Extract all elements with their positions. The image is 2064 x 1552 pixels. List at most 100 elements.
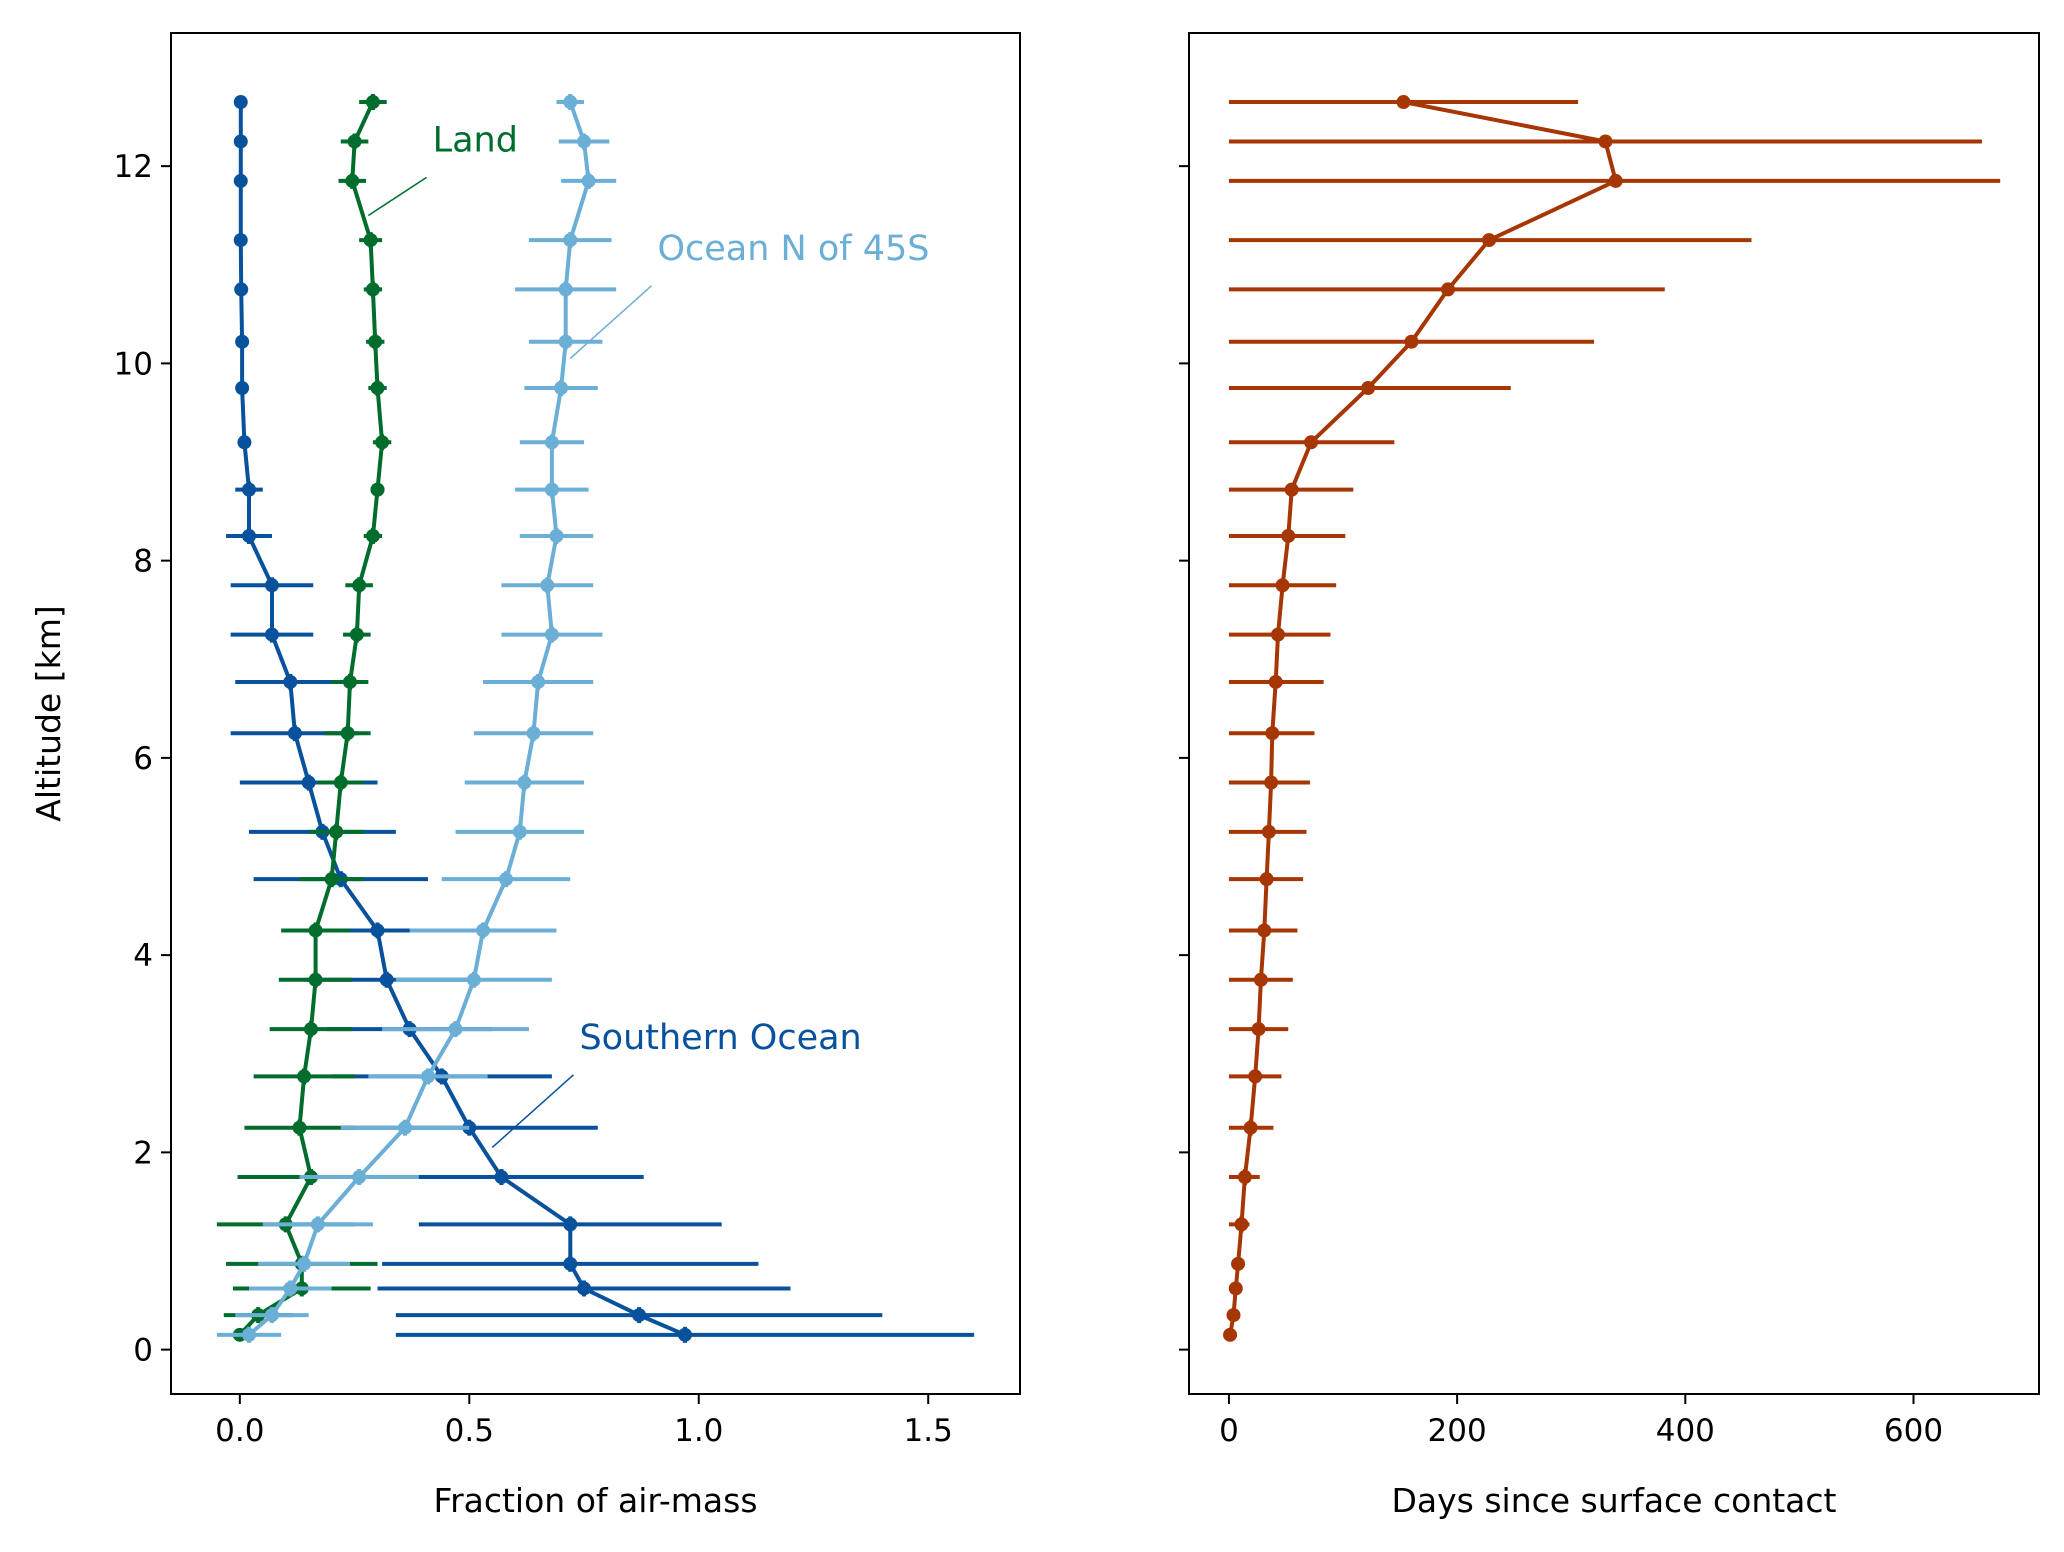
left-x-axis-label: Fraction of air-mass — [433, 1481, 757, 1520]
data-point — [420, 1069, 435, 1084]
y-tick-label: 6 — [133, 741, 153, 777]
x-tick-label: 0 — [1219, 1413, 1239, 1449]
data-point — [283, 674, 298, 689]
data-point — [365, 282, 380, 297]
data-point — [365, 528, 380, 543]
data-point — [370, 381, 385, 396]
data-point — [347, 134, 362, 149]
annotations-layer: Land Ocean N of 45S Southern Ocean — [367, 120, 929, 1149]
data-point — [1304, 435, 1319, 450]
data-point — [352, 578, 367, 593]
x-tick-label: 0.5 — [445, 1413, 494, 1449]
data-point — [242, 482, 257, 497]
data-point — [549, 528, 564, 543]
data-point — [375, 435, 390, 450]
data-point — [1259, 872, 1274, 887]
y-tick-label: 4 — [133, 938, 153, 974]
y-tick-label: 0 — [133, 1333, 153, 1369]
annotation-arrow — [367, 176, 427, 217]
data-point — [544, 482, 559, 497]
left-y-axis-ticks: 0 2 4 6 8 10 12 — [114, 149, 171, 1369]
data-point — [324, 872, 339, 887]
data-point — [466, 972, 481, 987]
data-point — [558, 282, 573, 297]
data-point — [349, 627, 364, 642]
data-point — [301, 775, 316, 790]
series-days-since-contact — [1223, 95, 2001, 1342]
data-point — [297, 1256, 312, 1271]
data-point — [677, 1327, 692, 1342]
data-point — [1284, 482, 1299, 497]
data-point — [233, 134, 248, 149]
series-line — [1228, 100, 1618, 1336]
data-point — [1243, 1120, 1258, 1135]
data-point — [398, 1120, 413, 1135]
right-plot-frame — [1188, 32, 2040, 1395]
data-point — [264, 1308, 279, 1323]
series-ocean-n-of-45s — [216, 94, 617, 1343]
data-point — [1440, 282, 1455, 297]
data-point — [1234, 1217, 1249, 1232]
data-point — [517, 775, 532, 790]
data-point — [1228, 1281, 1243, 1296]
data-point — [1482, 233, 1497, 248]
annotation-ocean-n-of-45s: Ocean N of 45S — [657, 229, 929, 269]
data-point — [554, 381, 569, 396]
data-point — [329, 824, 344, 839]
annotation-arrow — [491, 1074, 574, 1149]
data-point — [1608, 173, 1623, 188]
data-point — [308, 972, 323, 987]
data-point — [1396, 95, 1411, 110]
x-tick-label: 1.0 — [674, 1413, 723, 1449]
right-x-axis-label: Days since surface contact — [1391, 1481, 1836, 1520]
data-point — [234, 282, 249, 297]
data-point — [310, 1217, 325, 1232]
data-point — [1404, 334, 1419, 349]
left-y-axis-label: Altitude [km] — [29, 605, 68, 821]
data-point — [1223, 1327, 1238, 1342]
air-mass-series-layer — [216, 94, 975, 1343]
data-point — [233, 173, 248, 188]
data-point — [365, 95, 380, 110]
data-point — [379, 972, 394, 987]
data-point — [540, 578, 555, 593]
data-point — [531, 674, 546, 689]
data-point — [264, 578, 279, 593]
data-point — [297, 1069, 312, 1084]
data-point — [237, 435, 252, 450]
x-tick-label: 200 — [1428, 1413, 1487, 1449]
data-point — [283, 1281, 298, 1296]
right-x-axis-ticks: 0 200 400 600 — [1219, 1394, 1943, 1449]
data-point — [494, 1170, 509, 1185]
data-point — [303, 1022, 318, 1037]
data-point — [512, 824, 527, 839]
data-point — [1248, 1069, 1263, 1084]
data-point — [242, 1327, 257, 1342]
data-point — [345, 173, 360, 188]
data-point — [1253, 972, 1268, 987]
data-point — [1257, 923, 1272, 938]
data-point — [363, 233, 378, 248]
data-point — [233, 233, 248, 248]
x-tick-label: 1.5 — [904, 1413, 953, 1449]
data-point — [544, 627, 559, 642]
x-tick-label: 0.0 — [215, 1413, 264, 1449]
data-point — [1281, 528, 1296, 543]
data-point — [526, 726, 541, 741]
data-point — [1251, 1022, 1266, 1037]
data-point — [342, 674, 357, 689]
data-point — [368, 334, 383, 349]
data-point — [235, 381, 250, 396]
data-point — [370, 482, 385, 497]
data-point — [287, 726, 302, 741]
annotation-southern-ocean: Southern Ocean — [579, 1018, 861, 1058]
series-line — [238, 102, 686, 1337]
data-point — [563, 1256, 578, 1271]
data-point — [632, 1308, 647, 1323]
data-point — [577, 1281, 592, 1296]
data-point — [1275, 578, 1290, 593]
data-point — [1270, 627, 1285, 642]
left-plot-frame — [170, 32, 1021, 1395]
series-line — [238, 101, 385, 1337]
